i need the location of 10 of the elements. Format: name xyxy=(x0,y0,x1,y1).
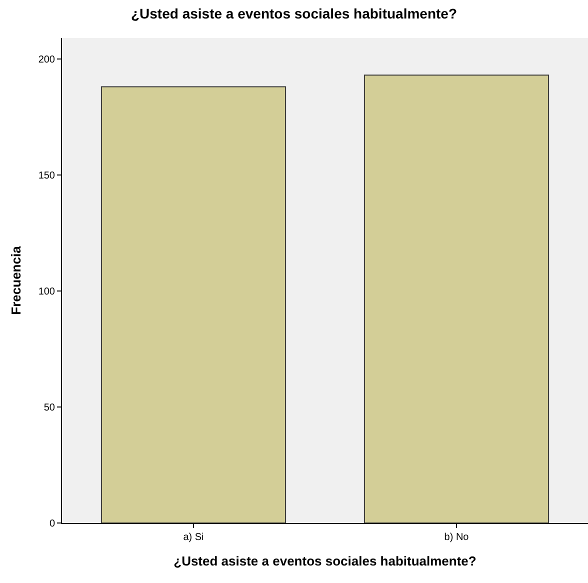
y-tick-label: 150 xyxy=(38,170,56,182)
y-tick-label: 100 xyxy=(38,286,56,298)
x-tick-label: a) Si xyxy=(183,532,204,543)
y-tick-label: 0 xyxy=(49,518,56,530)
chart-title: ¿Usted asiste a eventos sociales habitualmente? xyxy=(130,6,458,22)
x-tick-label: b) No xyxy=(444,532,470,543)
y-tick-label: 50 xyxy=(44,402,56,414)
y-axis-title: Frecuencia xyxy=(8,245,24,315)
y-tick-label: 200 xyxy=(38,54,56,66)
x-axis-title: ¿Usted asiste a eventos sociales habitualmente? xyxy=(174,554,476,569)
